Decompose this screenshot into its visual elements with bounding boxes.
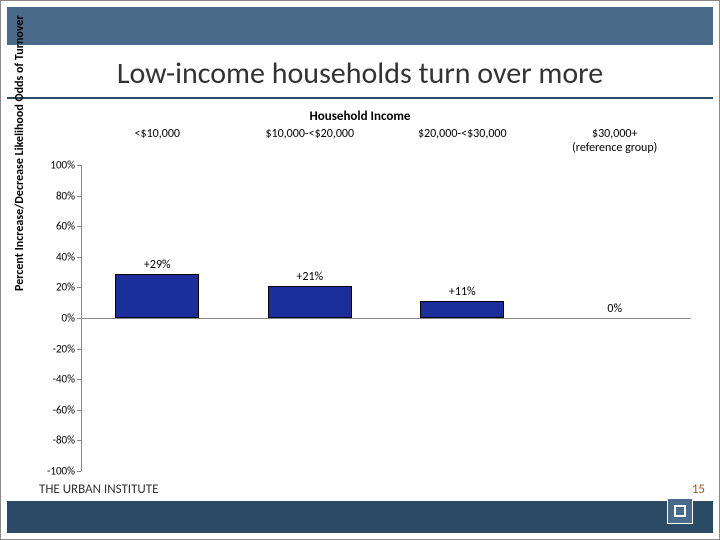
y-tick-label: 80% bbox=[56, 189, 81, 202]
chart-plot-area: 100%80%60%40%20%0%-20%-40%-60%-80%-100%+… bbox=[81, 165, 691, 471]
org-logo-inner bbox=[674, 505, 686, 517]
category-label: $10,000-<$20,000 bbox=[234, 127, 387, 163]
category-label-line2: (reference group) bbox=[539, 141, 692, 155]
y-tick-label: -80% bbox=[53, 434, 81, 447]
category-label: <$10,000 bbox=[81, 127, 234, 163]
y-tick-label: 20% bbox=[56, 281, 81, 294]
y-tick-label: -100% bbox=[47, 465, 81, 478]
bar bbox=[420, 301, 504, 318]
y-tick-label: 0% bbox=[62, 312, 81, 325]
org-logo-icon bbox=[667, 498, 693, 524]
category-label-line1: <$10,000 bbox=[81, 127, 234, 141]
y-tick-label: 100% bbox=[50, 159, 81, 172]
bar-value-label: 0% bbox=[607, 302, 622, 316]
category-labels-row: <$10,000$10,000-<$20,000$20,000-<$30,000… bbox=[81, 127, 691, 163]
bar bbox=[115, 274, 199, 318]
top-accent-bar bbox=[7, 7, 713, 45]
slide-title: Low-income households turn over more bbox=[117, 55, 603, 92]
zero-baseline bbox=[81, 318, 691, 319]
y-axis-label: Percent Increase/Decrease Likelihood Odd… bbox=[13, 15, 27, 291]
category-label-line1: $30,000+ bbox=[539, 127, 692, 141]
bar-value-label: +11% bbox=[449, 285, 476, 299]
bar bbox=[268, 286, 352, 318]
y-tick-label: -40% bbox=[53, 373, 81, 386]
category-label: $30,000+(reference group) bbox=[539, 127, 692, 163]
category-label: $20,000-<$30,000 bbox=[386, 127, 539, 163]
bottom-accent-bar bbox=[7, 501, 713, 533]
y-tick-label: 40% bbox=[56, 250, 81, 263]
y-tick-label: -20% bbox=[53, 342, 81, 355]
page-number: 15 bbox=[692, 482, 705, 497]
y-tick-label: -60% bbox=[53, 403, 81, 416]
category-label-line1: $10,000-<$20,000 bbox=[234, 127, 387, 141]
bar-value-label: +21% bbox=[296, 270, 323, 284]
category-label-line1: $20,000-<$30,000 bbox=[386, 127, 539, 141]
bar-value-label: +29% bbox=[144, 258, 171, 272]
chart-title: Household Income bbox=[1, 109, 719, 124]
footer-org: THE URBAN INSTITUTE bbox=[39, 482, 158, 497]
y-tick-label: 60% bbox=[56, 220, 81, 233]
slide: Low-income households turn over more Per… bbox=[0, 0, 720, 540]
title-container: Low-income households turn over more bbox=[7, 49, 713, 99]
